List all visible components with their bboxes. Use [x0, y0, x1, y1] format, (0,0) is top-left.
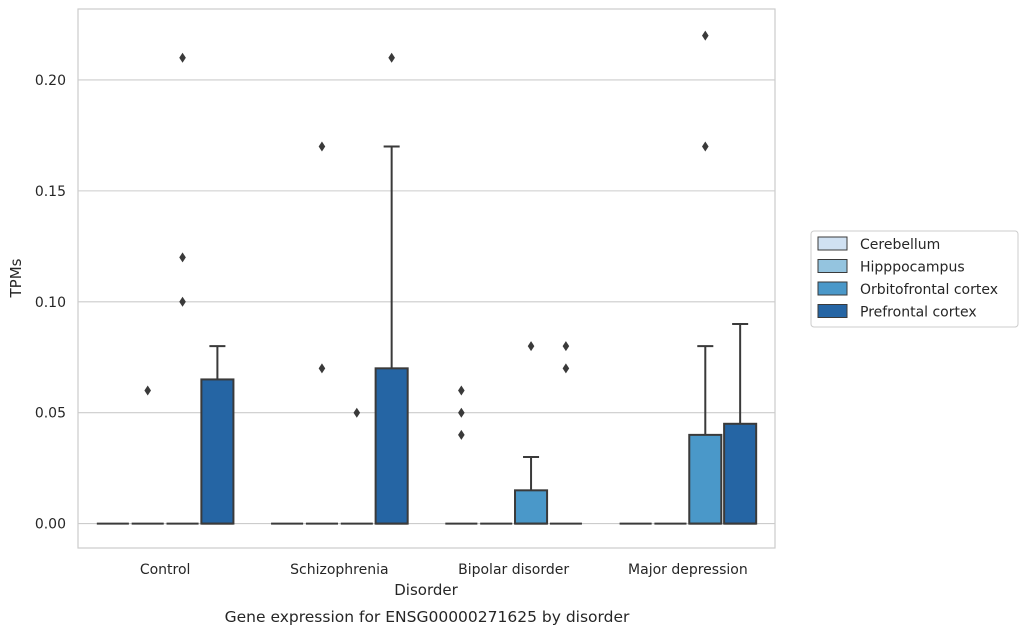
plot-frame [77, 8, 776, 549]
legend-label: Cerebellum [860, 237, 940, 253]
outlier-point [702, 30, 709, 41]
box-group [200, 345, 235, 525]
y-tick-label: 0.00 [35, 517, 66, 533]
box [200, 378, 235, 525]
box [514, 489, 549, 525]
legend: Cerebellum Hipppocampus Orbitofrontal cort… [810, 230, 1019, 328]
outlier-point [353, 407, 361, 418]
box-layer [96, 30, 758, 525]
outlier-point [318, 141, 326, 152]
box-group [340, 407, 373, 525]
legend-items: Cerebellum Hipppocampus Orbitofrontal cort… [817, 236, 998, 321]
outlier-point [318, 363, 326, 374]
y-tick-label: 0.10 [35, 295, 66, 311]
box-group [445, 385, 478, 525]
y-tick-label: 0.20 [35, 73, 66, 89]
box-group [374, 52, 409, 525]
outlier-point [458, 385, 465, 396]
x-tick-label: Control [140, 562, 191, 578]
outlier-point [702, 141, 709, 152]
box-group [514, 341, 549, 525]
legend-label: Prefrontal cortex [860, 305, 977, 321]
outlier-point [179, 296, 186, 307]
y-tick-labels: 0.00 0.05 0.10 0.15 0.20 [35, 73, 66, 533]
box-group [549, 341, 582, 525]
y-axis-title: TPMs [7, 258, 25, 298]
box-group [688, 30, 723, 525]
box-group [166, 52, 199, 525]
legend-label: Orbitofrontal cortex [860, 282, 998, 298]
y-tick-label: 0.15 [35, 184, 66, 200]
outlier-point [179, 252, 186, 263]
legend-frame [810, 230, 1019, 328]
x-tick-label: Major depression [628, 562, 748, 578]
outlier-point [458, 407, 465, 418]
x-tick-label: Bipolar disorder [458, 562, 569, 578]
x-tick-label: Schizophrenia [290, 562, 388, 578]
outlier-point [527, 341, 535, 352]
box [688, 433, 723, 525]
outlier-point [562, 341, 570, 352]
legend-swatch [817, 236, 848, 251]
x-tick-labels: Control Schizophrenia Bipolar disorder Majo… [140, 562, 748, 578]
legend-swatch [817, 259, 848, 273]
y-tick-label: 0.05 [35, 406, 66, 422]
legend-swatch [817, 281, 848, 296]
box-group [723, 322, 758, 525]
legend-label: Hipppocampus [860, 260, 965, 276]
outlier-point [458, 429, 465, 440]
box-group [131, 385, 164, 525]
outlier-point [562, 363, 570, 374]
figure-caption: Gene expression for ENSG00000271625 by d… [225, 608, 630, 626]
legend-swatch [817, 304, 848, 318]
box [374, 367, 409, 525]
box-group [305, 141, 338, 525]
outlier-point [179, 52, 186, 63]
x-axis-title: Disorder [394, 581, 458, 599]
outlier-point [144, 385, 151, 396]
outlier-point [388, 52, 395, 63]
box [723, 422, 758, 525]
